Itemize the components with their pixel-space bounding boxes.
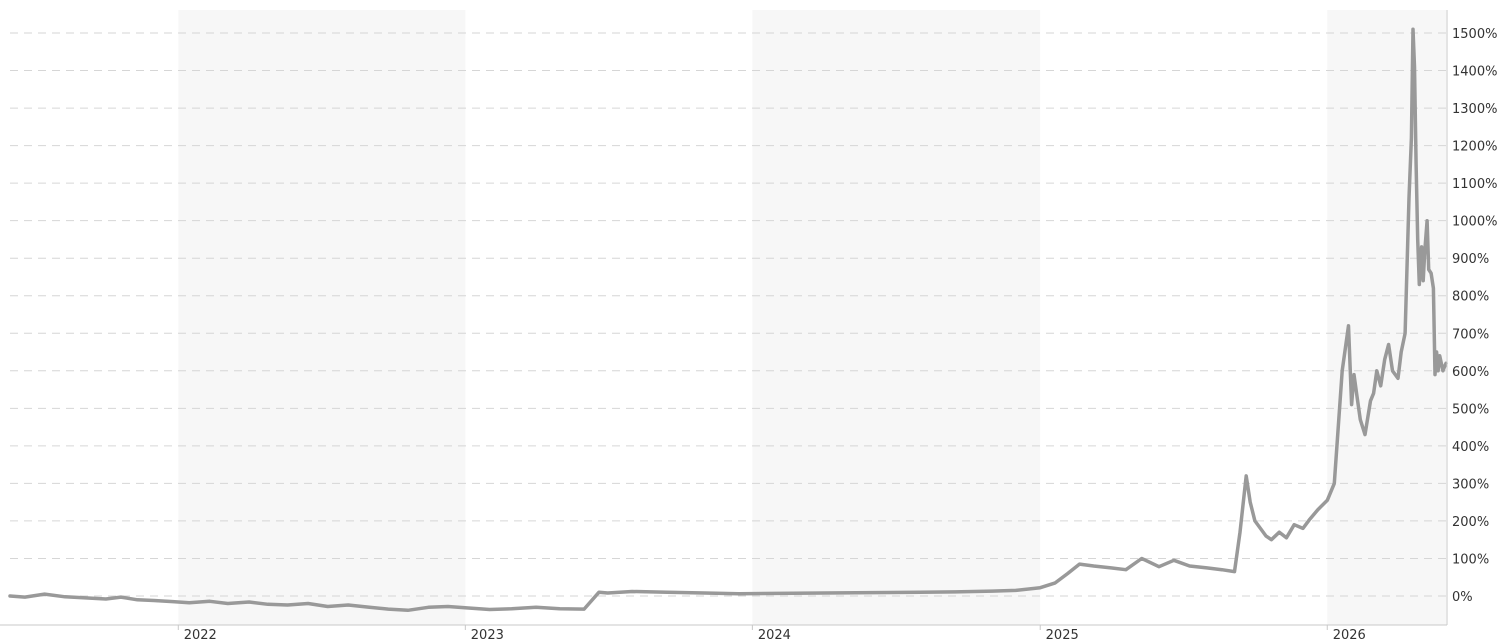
y-tick-label: 1000%: [1452, 215, 1497, 230]
y-tick-label: 300%: [1452, 477, 1489, 492]
year-band-2026: [1327, 10, 1446, 625]
y-tick-label: 200%: [1452, 515, 1489, 530]
y-tick-label: 900%: [1452, 252, 1489, 267]
x-tick-label: 2025: [1046, 628, 1079, 642]
x-tick-label: 2022: [184, 628, 217, 642]
y-tick-label: 1200%: [1452, 140, 1497, 155]
grid-lines: [10, 32, 1446, 597]
y-tick-label: 1100%: [1452, 177, 1497, 192]
series-line-0: [8, 27, 1448, 613]
y-tick-label: 500%: [1452, 402, 1489, 417]
y-tick-label: 1500%: [1452, 27, 1497, 42]
year-band-2022: [178, 10, 466, 625]
x-tick-labels: 2022 2023 2024 2025 2026: [177, 625, 1366, 642]
x-tick-label: 2026: [1333, 628, 1366, 642]
y-tick-label: 100%: [1452, 552, 1489, 567]
x-tick-label: 2023: [471, 628, 504, 642]
year-bands: [178, 10, 1446, 625]
x-tick-label: 2024: [758, 628, 791, 642]
year-band-2024: [752, 10, 1041, 625]
y-tick-label: 800%: [1452, 290, 1489, 305]
y-tick-labels: 1500% 1400% 1300% 1200% 1100% 1000% 900% 800% 70…: [1452, 27, 1497, 605]
y-tick-label: 1400%: [1452, 65, 1497, 80]
series-group: [8, 27, 1448, 613]
y-tick-label: 600%: [1452, 365, 1489, 380]
y-tick-label: 0%: [1452, 590, 1473, 605]
y-tick-label: 1300%: [1452, 102, 1497, 117]
axes: [0, 10, 1448, 626]
y-tick-label: 700%: [1452, 327, 1489, 342]
y-tick-label: 400%: [1452, 440, 1489, 455]
